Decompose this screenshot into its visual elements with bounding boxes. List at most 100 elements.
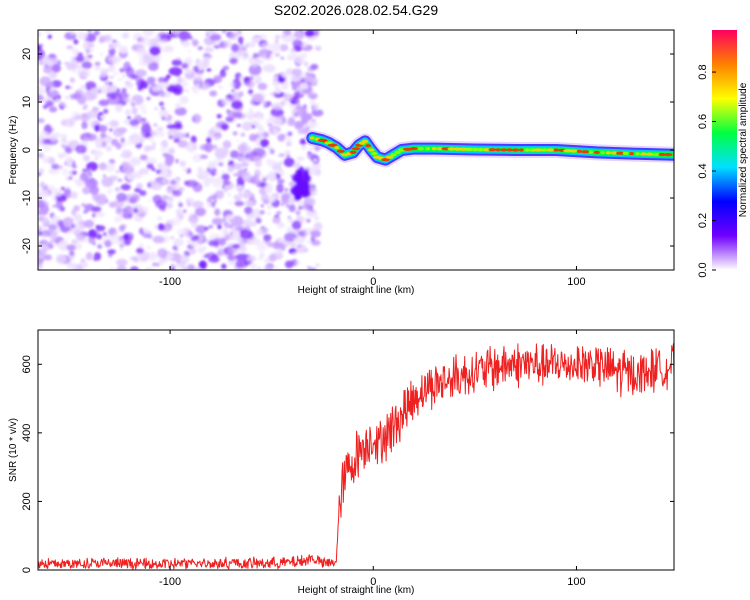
noise-blob bbox=[246, 213, 257, 221]
noise-blob bbox=[230, 150, 239, 159]
spectrogram-y-ticks: -20 -10 0 10 20 bbox=[21, 48, 674, 254]
noise-blob bbox=[249, 262, 257, 270]
colorbar-tick-label: 0.8 bbox=[697, 64, 709, 79]
spectrogram-y-tick-label: -20 bbox=[21, 238, 33, 254]
spectrogram-x-axis-label: Height of straight line (km) bbox=[298, 285, 415, 296]
noise-blob bbox=[227, 247, 240, 255]
noise-blob bbox=[62, 104, 67, 108]
noise-blob bbox=[61, 168, 69, 176]
snr-x-axis-label: Height of straight line (km) bbox=[298, 585, 415, 596]
spectrogram-noise bbox=[38, 30, 324, 270]
noise-blob bbox=[118, 225, 126, 232]
noise-blob bbox=[119, 68, 125, 73]
noise-blob bbox=[136, 183, 143, 190]
noise-blob bbox=[83, 154, 90, 162]
noise-blob bbox=[172, 217, 181, 226]
noise-blob bbox=[139, 167, 149, 175]
noise-blob bbox=[310, 63, 319, 70]
noise-blob bbox=[65, 95, 69, 100]
noise-blob bbox=[58, 240, 69, 252]
ridge-hotspot bbox=[605, 151, 612, 155]
noise-blob bbox=[269, 43, 282, 53]
noise-blob bbox=[66, 263, 78, 270]
noise-blob bbox=[217, 224, 222, 230]
noise-blob bbox=[250, 177, 261, 185]
noise-blob bbox=[301, 144, 307, 151]
noise-blob bbox=[147, 38, 154, 44]
noise-blob bbox=[253, 111, 263, 119]
noise-blob bbox=[274, 266, 280, 269]
noise-blob bbox=[239, 245, 247, 253]
noise-blob bbox=[100, 132, 107, 139]
noise-blob bbox=[100, 68, 109, 75]
noise-blob bbox=[98, 162, 107, 171]
noise-blob bbox=[305, 208, 318, 218]
noise-blob bbox=[219, 70, 227, 78]
noise-blob bbox=[295, 260, 301, 265]
noise-blob bbox=[135, 254, 142, 259]
noise-blob bbox=[259, 138, 270, 148]
noise-blob bbox=[289, 47, 296, 54]
noise-blob bbox=[63, 188, 72, 196]
noise-blob bbox=[192, 200, 204, 209]
noise-blob bbox=[38, 32, 42, 37]
noise-blob bbox=[105, 145, 112, 152]
noise-blob bbox=[99, 35, 108, 43]
noise-blob bbox=[251, 221, 257, 227]
noise-blob bbox=[135, 69, 147, 77]
noise-blob bbox=[298, 206, 303, 210]
snr-series-line bbox=[38, 343, 674, 570]
noise-blob bbox=[274, 86, 282, 94]
noise-blob bbox=[239, 75, 245, 82]
noise-blob bbox=[38, 86, 45, 97]
noise-blob bbox=[196, 170, 210, 180]
snr-x-ticks: -100 0 100 bbox=[159, 330, 586, 588]
noise-blob bbox=[116, 88, 121, 93]
noise-blob bbox=[235, 185, 244, 191]
spectrogram-x-tick-label: 0 bbox=[370, 276, 376, 288]
noise-blob bbox=[244, 206, 253, 215]
noise-blob bbox=[251, 256, 257, 261]
noise-blob bbox=[297, 181, 304, 190]
noise-blob bbox=[312, 119, 316, 122]
noise-blob bbox=[279, 117, 284, 122]
ridge-hotspot bbox=[327, 143, 338, 147]
ridge-hotspot bbox=[349, 150, 357, 154]
noise-blob bbox=[101, 141, 107, 148]
noise-blob bbox=[204, 142, 213, 153]
noise-blob bbox=[186, 199, 191, 204]
noise-blob bbox=[152, 262, 158, 267]
noise-blob bbox=[277, 236, 285, 242]
noise-blob bbox=[114, 187, 121, 192]
noise-blob bbox=[211, 198, 215, 203]
noise-blob bbox=[238, 91, 244, 97]
noise-blob bbox=[192, 153, 203, 163]
noise-blob bbox=[283, 157, 295, 167]
noise-blob bbox=[160, 207, 166, 212]
noise-blob bbox=[222, 187, 229, 193]
noise-blob bbox=[304, 61, 309, 67]
noise-blob bbox=[228, 201, 233, 205]
noise-blob bbox=[75, 144, 87, 154]
noise-blob bbox=[161, 38, 169, 44]
noise-blob bbox=[136, 48, 149, 57]
noise-blob bbox=[94, 61, 101, 67]
noise-blob bbox=[145, 56, 154, 64]
noise-blob bbox=[290, 74, 302, 82]
noise-blob bbox=[157, 248, 168, 259]
noise-blob bbox=[291, 107, 303, 118]
noise-blob bbox=[228, 93, 232, 97]
noise-blob bbox=[261, 175, 267, 180]
noise-blob bbox=[160, 147, 167, 152]
noise-blob bbox=[173, 138, 180, 143]
noise-blob bbox=[290, 80, 295, 85]
noise-blob bbox=[131, 103, 135, 107]
noise-blob bbox=[291, 251, 297, 256]
noise-blob bbox=[255, 75, 262, 84]
noise-blob bbox=[275, 248, 283, 254]
noise-blob bbox=[209, 233, 222, 241]
noise-blob bbox=[222, 65, 230, 71]
noise-blob bbox=[82, 40, 91, 51]
noise-blob bbox=[264, 184, 273, 194]
